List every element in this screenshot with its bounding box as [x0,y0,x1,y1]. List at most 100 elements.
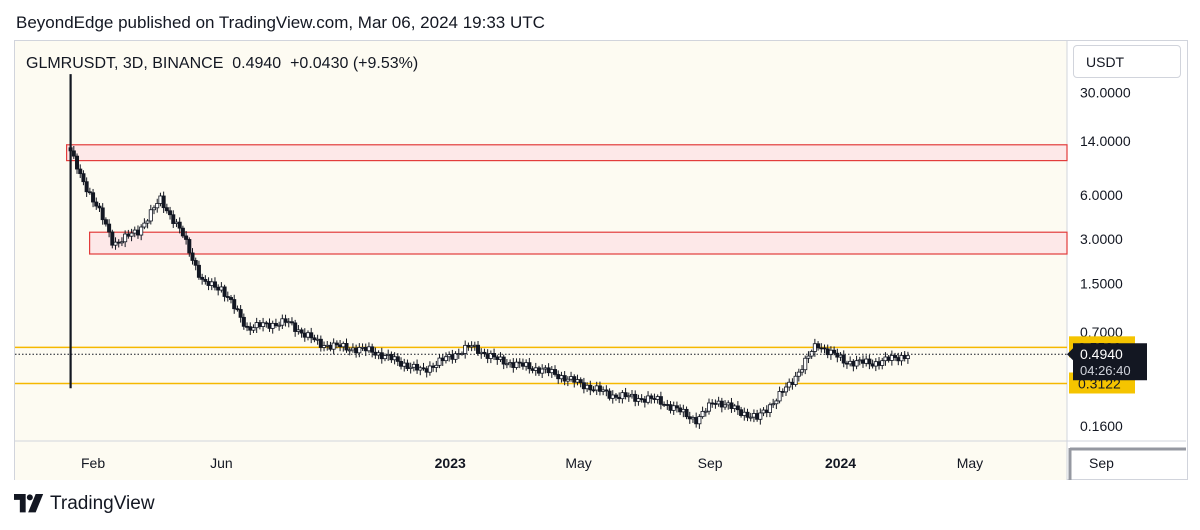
candle-body [755,413,760,420]
candle-body [806,355,811,359]
candle [562,371,567,386]
candle [723,400,728,410]
candle [453,351,458,363]
candle-body [325,344,330,347]
candle-body [148,209,153,222]
candle [758,408,763,425]
candle-body [251,327,256,331]
candle-body [158,195,163,204]
candle-body [771,403,776,406]
currency-selector[interactable]: USDT [1073,45,1181,78]
candle-body [800,369,805,373]
candle-body [646,395,651,403]
candle-body [819,347,824,350]
candle-body [860,359,865,364]
candle-body [180,227,185,237]
candle-body [235,308,240,311]
candle [168,206,173,220]
candle [880,357,885,370]
candle-body [341,343,346,348]
candle [745,408,750,422]
candle-body [257,322,262,327]
candle-body [216,286,221,291]
candle-body [877,361,882,366]
candle [334,340,339,349]
candle [767,402,772,418]
candle-body [658,396,663,405]
candle-body [196,264,201,278]
candle-body [267,322,272,329]
candle [87,187,92,195]
candle-body [790,381,795,385]
candle-body [594,385,599,391]
candle-body [610,394,615,399]
candle-body [116,241,121,244]
candle-body [540,368,545,374]
candle [405,359,410,372]
candle [646,391,651,405]
candle-body [723,404,728,408]
candle-body [649,395,654,399]
candle-body [164,207,169,212]
candle-body [350,347,355,351]
candle-body [315,338,320,341]
candle [463,340,468,359]
candle [91,188,96,208]
candle-body [440,357,445,362]
candle-body [123,233,128,243]
candle-body [264,322,269,325]
candle-body [248,326,253,331]
candle [434,360,439,373]
candle-body [152,207,157,211]
candle-body [652,398,657,400]
time-tick-label: 2024 [825,455,856,471]
candle [395,353,400,367]
candle-body [427,365,432,373]
candle [748,412,753,422]
candle-body [578,379,583,384]
time-tick-label: May [565,455,591,471]
candle [636,394,641,406]
candle [180,225,185,239]
candle-body [71,150,76,157]
candle [222,284,227,302]
candle-body [415,363,420,371]
candle-body [370,346,375,353]
time-tick-label: Feb [81,455,105,471]
candle [867,354,872,370]
candle-body [219,286,224,291]
candle-body [187,239,192,254]
candle-body [655,396,660,400]
resistance-zone [89,231,1068,255]
candle-body [678,407,683,413]
candle-body [229,297,234,300]
candle-body [530,368,535,371]
candle-body [761,409,766,414]
price-tick-label: 14.0000 [1080,133,1131,149]
candle-body [309,332,314,339]
candle-body [905,355,910,359]
candle-body [492,353,497,358]
candle-body [787,381,792,388]
candle-body [626,395,631,398]
candle [893,352,898,362]
candle-body [312,337,317,341]
candle-body [382,355,387,360]
candle-body [328,344,333,350]
candle [803,355,808,375]
candle-body [177,221,182,229]
candle-body [203,278,208,282]
candle-body [812,343,817,352]
candle-body [392,356,397,361]
candle-body [870,363,875,367]
candle-body [354,347,359,354]
candle-body [277,324,282,327]
candle [309,327,314,344]
candle [370,343,375,358]
candle-body [844,362,849,365]
candle [553,365,558,377]
candle-body [639,398,644,400]
candle-body [581,382,586,390]
candle-body [424,368,429,373]
